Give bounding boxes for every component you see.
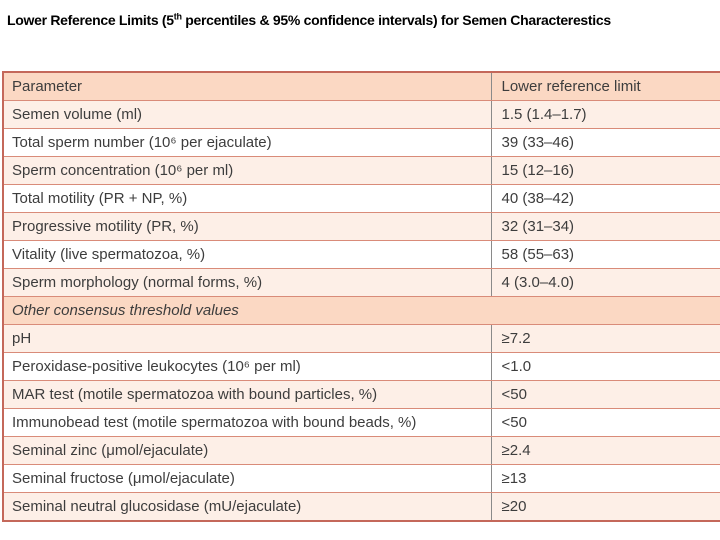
value-cell: ≥20 xyxy=(491,492,720,522)
parameter-cell: Seminal zinc (μmol/ejaculate) xyxy=(3,436,492,465)
value-cell: <1.0 xyxy=(491,352,720,381)
table-row: Immunobead test (motile spermatozoa with… xyxy=(3,408,720,437)
table-row: Sperm concentration (10⁶ per ml) 15 (12–1… xyxy=(3,156,720,185)
parameter-cell: Total sperm number (10⁶ per ejaculate) xyxy=(3,128,492,157)
parameter-cell: MAR test (motile spermatozoa with bound … xyxy=(3,380,492,409)
column-header-parameter: Parameter xyxy=(3,72,492,101)
value-cell: 39 (33–46) xyxy=(491,128,720,157)
table-row: MAR test (motile spermatozoa with bound … xyxy=(3,380,720,409)
parameter-cell: Progressive motility (PR, %) xyxy=(3,212,492,241)
table-row: pH ≥7.2 xyxy=(3,324,720,353)
title-text-suffix: percentiles & 95% confidence intervals) … xyxy=(181,12,611,28)
parameter-cell: pH xyxy=(3,324,492,353)
parameter-cell: Vitality (live spermatozoa, %) xyxy=(3,240,492,269)
table-header-row: Parameter Lower reference limit xyxy=(3,72,720,101)
table-row: Vitality (live spermatozoa, %) 58 (55–63) xyxy=(3,240,720,269)
table-row: Total motility (PR + NP, %) 40 (38–42) xyxy=(3,184,720,213)
section-row-label: Other consensus threshold values xyxy=(3,296,720,325)
parameter-cell: Sperm morphology (normal forms, %) xyxy=(3,268,492,297)
parameter-cell: Semen volume (ml) xyxy=(3,100,492,129)
table-row: Peroxidase-positive leukocytes (10⁶ per … xyxy=(3,352,720,381)
value-cell: 40 (38–42) xyxy=(491,184,720,213)
value-cell: 1.5 (1.4–1.7) xyxy=(491,100,720,129)
value-cell: 58 (55–63) xyxy=(491,240,720,269)
value-cell: 32 (31–34) xyxy=(491,212,720,241)
table-row: Seminal neutral glucosidase (mU/ejaculat… xyxy=(3,492,720,522)
reference-limits-table: Parameter Lower reference limit Semen vo… xyxy=(2,71,720,522)
table-row: Sperm morphology (normal forms, %) 4 (3.0… xyxy=(3,268,720,297)
parameter-cell: Seminal fructose (μmol/ejaculate) xyxy=(3,464,492,493)
value-cell: ≥2.4 xyxy=(491,436,720,465)
table-row: Semen volume (ml) 1.5 (1.4–1.7) xyxy=(3,100,720,129)
title-text-prefix: Lower Reference Limits (5 xyxy=(7,12,174,28)
section-row: Other consensus threshold values xyxy=(3,296,720,325)
parameter-cell: Peroxidase-positive leukocytes (10⁶ per … xyxy=(3,352,492,381)
value-cell: ≥7.2 xyxy=(491,324,720,353)
page-title: Lower Reference Limits (5th percentiles … xyxy=(7,12,719,28)
table-row: Seminal fructose (μmol/ejaculate) ≥13 xyxy=(3,464,720,493)
table-row: Total sperm number (10⁶ per ejaculate) 39… xyxy=(3,128,720,157)
value-cell: <50 xyxy=(491,380,720,409)
table-row: Seminal zinc (μmol/ejaculate) ≥2.4 xyxy=(3,436,720,465)
parameter-cell: Seminal neutral glucosidase (mU/ejaculat… xyxy=(3,492,492,522)
value-cell: ≥13 xyxy=(491,464,720,493)
value-cell: 4 (3.0–4.0) xyxy=(491,268,720,297)
title-superscript: th xyxy=(173,11,182,22)
value-cell: <50 xyxy=(491,408,720,437)
parameter-cell: Immunobead test (motile spermatozoa with… xyxy=(3,408,492,437)
column-header-lower-reference-limit: Lower reference limit xyxy=(491,72,720,101)
parameter-cell: Total motility (PR + NP, %) xyxy=(3,184,492,213)
parameter-cell: Sperm concentration (10⁶ per ml) xyxy=(3,156,492,185)
value-cell: 15 (12–16) xyxy=(491,156,720,185)
table-row: Progressive motility (PR, %) 32 (31–34) xyxy=(3,212,720,241)
